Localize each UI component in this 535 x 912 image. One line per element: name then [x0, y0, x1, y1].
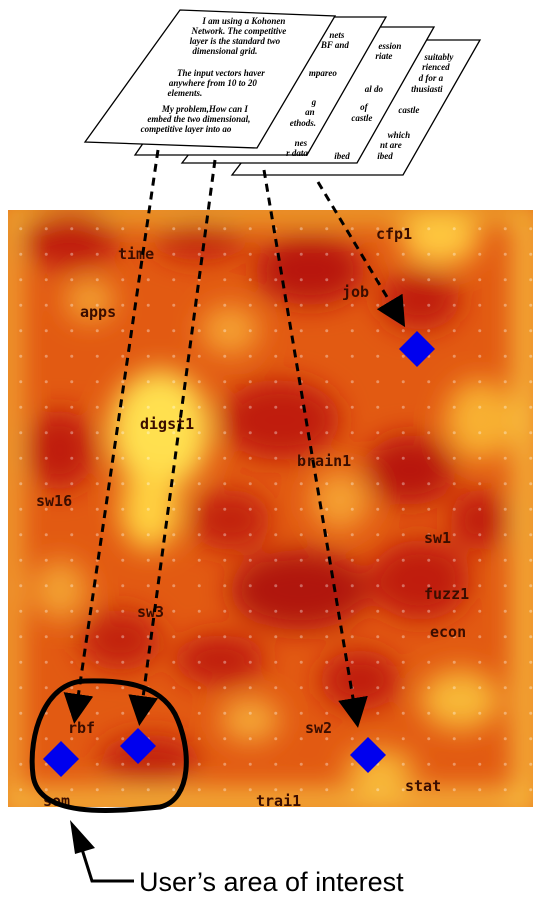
arrow-doc2-to-sw3: [128, 159, 217, 726]
diamond-marker: [43, 741, 79, 777]
caption-pointer-line: [79, 845, 134, 883]
map-label-job: job: [342, 283, 369, 301]
grid-dots: [8, 210, 533, 807]
map-label-sw3: sw3: [137, 603, 164, 621]
map-label-sw16: sw16: [36, 492, 72, 510]
map-label-econ: econ: [430, 623, 466, 641]
diamond-marker: [399, 331, 435, 367]
arrow-doc3-to-sw2: [262, 169, 368, 728]
document-stack: suitably rienced d for a thusiasti castl…: [83, 9, 482, 176]
map-label-stat: stat: [405, 777, 441, 795]
document-3-text: ession riate al do of castle ibed: [334, 41, 403, 161]
document-4-text: suitably rienced d for a thusiasti castl…: [377, 52, 455, 161]
document-1-text: I am using a Kohonen Network. The compet…: [141, 16, 289, 134]
map-label-brain1: brain1: [297, 452, 351, 470]
mapping-arrows: [63, 149, 406, 728]
map-label-apps: apps: [80, 303, 116, 321]
document-markers: [43, 331, 435, 777]
map-label-digst1: digst1: [140, 415, 194, 433]
caption: User’s area of interest: [139, 867, 404, 897]
map-labels: time cfp1 job apps digst1 brain1 sw16 sw…: [36, 225, 469, 810]
map-label-trai1: trai1: [256, 792, 301, 810]
map-label-fuzz1: fuzz1: [424, 585, 469, 603]
caption-pointer-head: [70, 820, 95, 854]
arrow-doc1-to-rbf: [63, 149, 160, 724]
document-2-text: nets BF and mpareo g an ethods. nes r da…: [286, 30, 351, 158]
heatmap: [8, 210, 533, 807]
map-label-sw1: sw1: [424, 529, 451, 547]
map-label-cfp1: cfp1: [376, 225, 412, 243]
map-label-time: time: [118, 245, 154, 263]
map-label-sw2: sw2: [305, 719, 332, 737]
document-1-page: [83, 9, 337, 149]
area-of-interest-outline: [29, 678, 189, 813]
map-label-rbf: rbf: [68, 719, 95, 737]
diamond-marker: [120, 728, 156, 764]
document-1: I am using a Kohonen Network. The compet…: [83, 9, 337, 149]
caption-pointer: [70, 820, 134, 883]
diamond-marker: [350, 737, 386, 773]
